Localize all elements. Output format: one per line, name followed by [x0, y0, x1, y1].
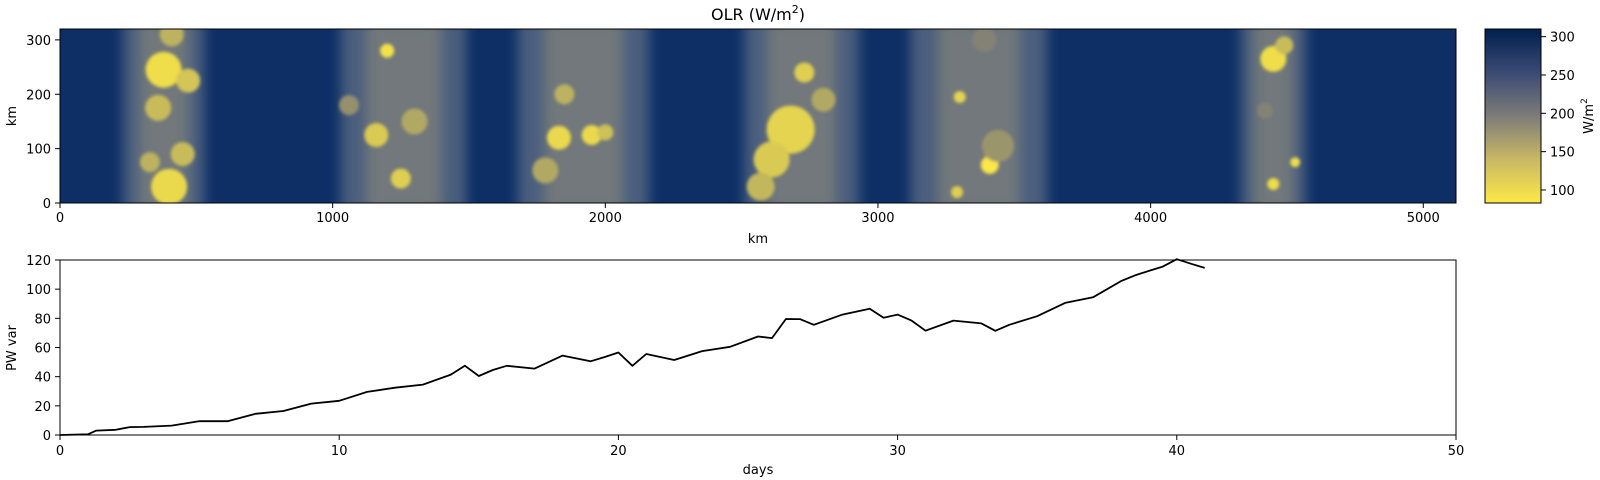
- y-tick-label: 20: [34, 400, 51, 415]
- heatmap-x-label: km: [748, 232, 768, 247]
- pw-var-panel: 0 10 20 30 40 50 0 20 40 60 80 100 120 days PW var: [5, 254, 1464, 478]
- convective-cell: [139, 152, 160, 173]
- convective-cell: [953, 90, 966, 103]
- convective-cell: [151, 168, 188, 203]
- y-tick-label: 0: [43, 197, 51, 212]
- olr-heatmap-panel: OLR (W/m2) 0 1000 2000 3000 4000 5000 0 100 200…: [5, 3, 1597, 247]
- x-tick-label: 0: [56, 211, 64, 226]
- colorbar-tick-label: 200: [1550, 107, 1575, 122]
- convective-cell: [1267, 177, 1280, 190]
- y-tick-label: 100: [26, 143, 51, 158]
- convective-cell: [1275, 36, 1294, 55]
- x-tick-label: 50: [1448, 444, 1465, 459]
- convective-cell: [339, 95, 360, 116]
- y-tick-label: 60: [34, 342, 51, 357]
- x-tick-label: 4000: [1134, 211, 1167, 226]
- y-tick-label: 40: [34, 371, 51, 386]
- heatmap-title: OLR (W/m2): [711, 3, 805, 24]
- y-tick-label: 300: [26, 34, 51, 49]
- x-tick-label: 40: [1169, 444, 1186, 459]
- convective-cell: [176, 68, 201, 93]
- x-tick-label: 30: [889, 444, 906, 459]
- convective-cell: [170, 142, 195, 167]
- colorbar-tick-label: 100: [1550, 184, 1575, 199]
- x-tick-label: 20: [610, 444, 627, 459]
- convective-cell: [390, 168, 411, 189]
- y-tick-label: 200: [26, 88, 51, 103]
- line-y-axis: 0 20 40 60 80 100 120: [26, 254, 60, 444]
- series-line-pw-var: [59, 258, 1205, 436]
- heatmap-x-axis: 0 1000 2000 3000 4000 5000: [56, 203, 1440, 226]
- colorbar-tick-label: 150: [1550, 146, 1575, 161]
- x-tick-label: 5000: [1407, 211, 1440, 226]
- convective-band-core: [937, 29, 1020, 203]
- colorbar-tick-label: 300: [1550, 31, 1575, 46]
- line-x-label: days: [743, 463, 774, 478]
- convective-cell: [794, 62, 815, 83]
- convective-cell: [746, 172, 775, 201]
- heatmap-y-label: km: [5, 106, 20, 126]
- colorbar-gradient: [1484, 28, 1542, 204]
- convective-cell: [145, 51, 182, 88]
- convective-cell: [581, 125, 602, 146]
- convective-cell: [364, 123, 389, 148]
- line-x-axis: 0 10 20 30 40 50: [56, 435, 1464, 459]
- convective-cell: [766, 105, 815, 154]
- convective-cell: [1257, 102, 1274, 119]
- y-tick-label: 100: [26, 283, 51, 298]
- convective-cell: [1290, 157, 1301, 168]
- line-y-label: PW var: [5, 324, 20, 370]
- convective-cell: [597, 124, 614, 141]
- convective-cell: [981, 129, 1014, 162]
- convective-cell: [546, 125, 571, 150]
- convective-band-core: [544, 29, 623, 203]
- y-tick-label: 120: [26, 254, 51, 269]
- convective-cell: [532, 157, 559, 184]
- convective-cell: [972, 29, 997, 52]
- line-plot-frame: [59, 259, 1457, 436]
- x-tick-label: 2000: [589, 211, 622, 226]
- y-tick-label: 0: [43, 429, 51, 444]
- heatmap-plot-area: [60, 29, 1456, 203]
- colorbar-label: W/m2: [1580, 98, 1597, 134]
- convective-cell: [951, 186, 964, 199]
- heatmap-y-axis: 0 100 200 300: [26, 34, 60, 212]
- convective-cell: [145, 94, 172, 121]
- colorbar-ticks: 100 150 200 250 300: [1541, 31, 1575, 199]
- convective-cell: [401, 108, 428, 135]
- colorbar-tick-label: 250: [1550, 69, 1575, 84]
- x-tick-label: 1000: [316, 211, 349, 226]
- x-tick-label: 10: [331, 444, 348, 459]
- colorbar: 100 150 200 250 300 W/m2: [1484, 28, 1597, 204]
- convective-cell: [554, 84, 575, 105]
- convective-cell: [811, 87, 836, 112]
- y-tick-label: 80: [34, 312, 51, 327]
- heatmap-frame: [59, 28, 1457, 204]
- convective-cell: [159, 29, 184, 47]
- convective-cell: [753, 141, 790, 178]
- x-tick-label: 3000: [861, 211, 894, 226]
- convective-cell: [380, 43, 395, 58]
- x-tick-label: 0: [56, 444, 64, 459]
